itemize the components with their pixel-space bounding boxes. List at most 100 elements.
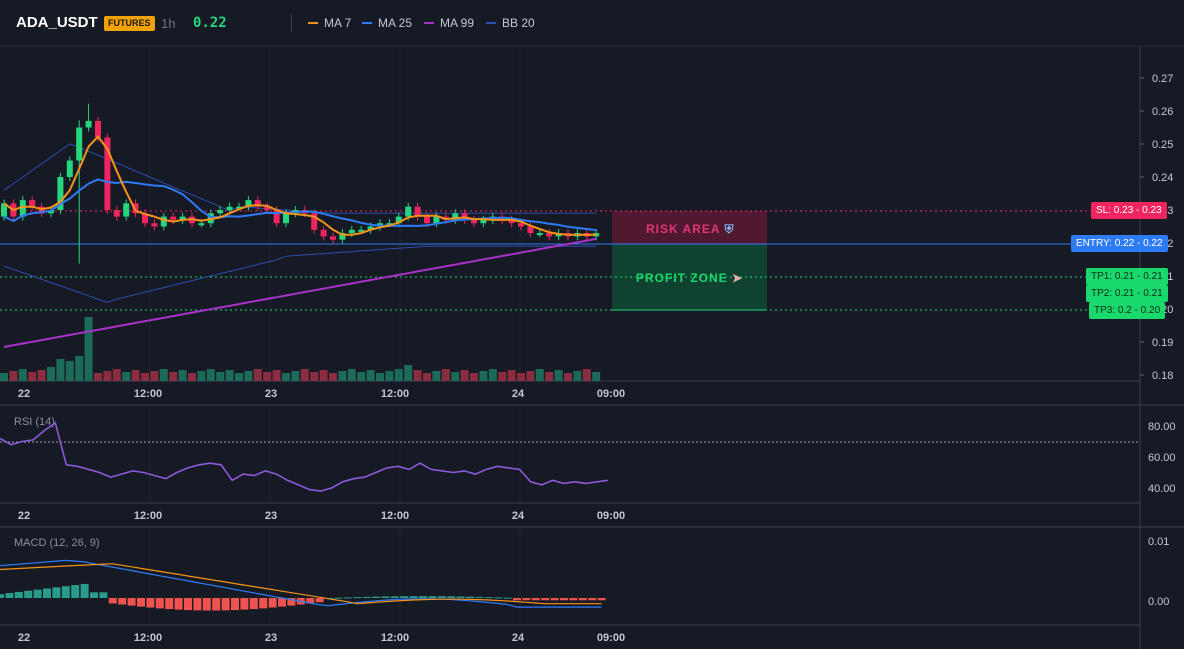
candle-body[interactable] xyxy=(198,223,205,226)
candle-body[interactable] xyxy=(471,219,477,224)
macd-hist-bar xyxy=(588,598,597,601)
volume-bar xyxy=(169,372,178,381)
candle-body[interactable] xyxy=(395,216,402,224)
macd-hist-bar xyxy=(503,597,512,599)
macd-hist-bar xyxy=(155,598,164,609)
candle-body[interactable] xyxy=(179,216,186,220)
macd-hist-bar xyxy=(278,598,286,607)
candle-body[interactable] xyxy=(29,200,36,207)
candle-body[interactable] xyxy=(480,219,487,224)
volume-bar xyxy=(291,371,300,381)
candle-body[interactable] xyxy=(311,213,318,230)
tp2-price-tag[interactable]: TP2: 0.21 - 0.21 xyxy=(1086,285,1168,302)
volume-bar xyxy=(141,373,149,381)
time-tick-label: 24 xyxy=(512,510,525,522)
candle-body[interactable] xyxy=(518,223,524,227)
candle-body[interactable] xyxy=(273,210,280,224)
legend-ma7[interactable]: MA 7 xyxy=(308,16,351,30)
legend-bb20[interactable]: BB 20 xyxy=(486,16,535,30)
macd-hist-bar xyxy=(409,596,418,598)
macd-axis: 0.01 0.00 xyxy=(1148,536,1169,608)
candle-body[interactable] xyxy=(160,216,167,227)
candle-body[interactable] xyxy=(236,206,242,209)
volume-bar xyxy=(582,369,591,381)
candle-body[interactable] xyxy=(95,120,101,138)
candle-body[interactable] xyxy=(217,210,224,214)
tp3-price-tag[interactable]: TP3: 0.2 - 0.20 xyxy=(1089,302,1166,319)
candle-body[interactable] xyxy=(264,206,271,210)
candle-body[interactable] xyxy=(254,200,261,207)
macd-hist-bar xyxy=(212,598,221,611)
candle-body[interactable] xyxy=(546,233,553,237)
candle-body[interactable] xyxy=(358,229,365,232)
macd-hist-bar xyxy=(494,597,503,599)
candle-body[interactable] xyxy=(386,223,393,226)
tp1-price-tag[interactable]: TP1: 0.21 - 0.21 xyxy=(1086,268,1168,285)
candle-body[interactable] xyxy=(151,223,158,227)
macd-hist-bar xyxy=(118,598,127,605)
candle-body[interactable] xyxy=(57,177,64,210)
candle-body[interactable] xyxy=(536,233,543,236)
macd-hist-bar xyxy=(165,598,174,610)
candle-body[interactable] xyxy=(123,203,130,217)
candle-body[interactable] xyxy=(330,236,336,240)
interval-selector[interactable]: 1h xyxy=(161,16,176,31)
candle-body[interactable] xyxy=(66,160,73,178)
candle-body[interactable] xyxy=(85,120,92,128)
candle-body[interactable] xyxy=(48,210,54,214)
candle-body[interactable] xyxy=(142,213,148,224)
candle-body[interactable] xyxy=(452,213,459,220)
candle-body[interactable] xyxy=(527,226,534,234)
entry-price-tag[interactable]: ENTRY: 0.22 - 0.22 xyxy=(1071,235,1168,252)
candle-body[interactable] xyxy=(19,200,26,217)
candle-body[interactable] xyxy=(405,206,412,217)
candle-body[interactable] xyxy=(245,200,252,207)
macd-tick-label: 0.00 xyxy=(1148,596,1169,608)
legend-ma99[interactable]: MA 99 xyxy=(424,16,474,30)
candle-body[interactable] xyxy=(170,216,177,220)
macd-hist-bar xyxy=(362,596,371,598)
sl-price-tag[interactable]: SL: 0.23 - 0.23 xyxy=(1091,202,1167,219)
volume-bar xyxy=(65,361,74,381)
time-tick-label: 23 xyxy=(265,388,277,400)
macd-hist-bar xyxy=(61,586,70,598)
candle-body[interactable] xyxy=(76,127,83,161)
macd-hist-bar xyxy=(569,598,578,601)
macd-hist-bar xyxy=(437,596,446,598)
volume-bar xyxy=(75,356,84,381)
time-tick-label: 23 xyxy=(265,632,277,644)
candle-body[interactable] xyxy=(508,219,515,224)
shield-icon: ⛨ xyxy=(724,222,735,236)
risk-area-zone[interactable] xyxy=(612,211,767,244)
candle-body[interactable] xyxy=(320,229,327,237)
candle-body[interactable] xyxy=(339,233,346,240)
rocket-icon: ➤ xyxy=(732,271,744,285)
candle-body[interactable] xyxy=(348,229,355,234)
volume-bar xyxy=(84,317,93,381)
candle-body[interactable] xyxy=(424,216,430,224)
volume-bar xyxy=(112,369,121,381)
candle-body[interactable] xyxy=(367,226,374,230)
symbol-name[interactable]: ADA_USDT xyxy=(16,14,98,31)
candle-body[interactable] xyxy=(104,137,111,210)
macd-hist-bar xyxy=(550,598,559,601)
macd-hist-bar xyxy=(419,596,427,598)
time-tick-label: 12:00 xyxy=(134,632,162,644)
macd-hist-bar xyxy=(14,591,23,598)
candle-body[interactable] xyxy=(226,206,233,210)
candle-body[interactable] xyxy=(414,206,421,217)
macd-line xyxy=(0,559,602,608)
ma99-label: MA 99 xyxy=(440,16,475,30)
candle-body[interactable] xyxy=(132,203,139,214)
macd-hist-bar xyxy=(456,596,465,598)
volume-bar xyxy=(357,372,366,381)
price-axis[interactable]: 0.270.260.250.240.230.220.210.200.190.18 xyxy=(1140,73,1173,382)
candle-body[interactable] xyxy=(433,216,440,224)
time-tick-label: 23 xyxy=(265,510,277,522)
candle-body[interactable] xyxy=(113,210,120,217)
macd-hist-bar xyxy=(447,596,456,598)
candle-body[interactable] xyxy=(1,203,7,217)
candle-body[interactable] xyxy=(283,213,289,224)
legend-ma25[interactable]: MA 25 xyxy=(362,16,412,30)
